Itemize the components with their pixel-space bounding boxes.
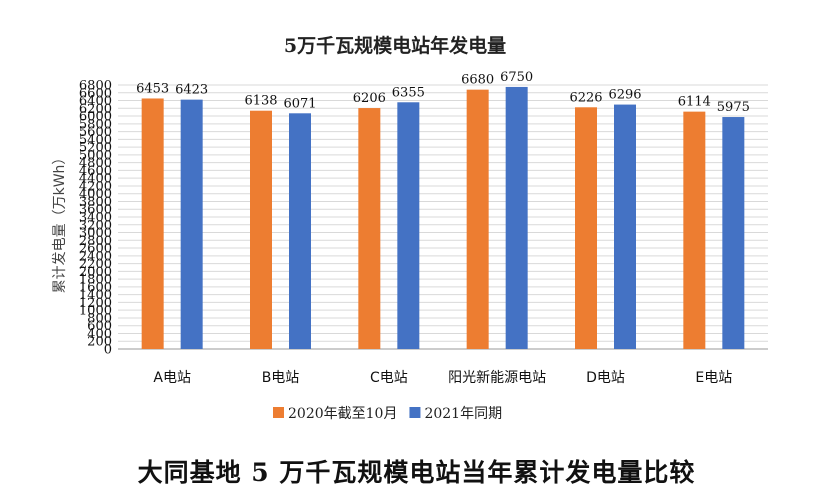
gridlines (118, 84, 768, 350)
y-tick-label: 6200 (79, 102, 112, 117)
bar (358, 108, 381, 349)
y-tick-label: 600 (87, 319, 112, 334)
y-tick-label: 6800 (79, 79, 112, 94)
x-tick-label: A电站 (153, 370, 191, 386)
bar (397, 102, 420, 349)
y-tick-label: 3200 (79, 218, 112, 233)
y-tick-label: 800 (87, 311, 112, 326)
y-tick-label: 1800 (79, 273, 112, 288)
y-tick-label: 2000 (79, 265, 112, 280)
y-tick-label: 2800 (79, 234, 112, 249)
bar (289, 113, 311, 349)
data-label: 6071 (283, 96, 316, 111)
bar (250, 110, 272, 350)
data-label: 6750 (500, 70, 533, 85)
bar (141, 98, 164, 349)
data-label: 6206 (353, 91, 386, 106)
y-tick-label: 5400 (79, 133, 112, 148)
y-tick-label: 4800 (79, 156, 112, 171)
x-tick-label: B电站 (262, 370, 300, 386)
legend-swatch (409, 407, 421, 418)
y-tick-label: 6600 (79, 86, 112, 101)
legend: 2020年截至10月 2021年同期 (273, 406, 502, 422)
bar (575, 107, 597, 350)
x-tick-label: E电站 (695, 370, 732, 386)
x-axis-ticks: A电站 B电站 C电站 阳光新能源电站 D电站 E电站 (153, 370, 732, 386)
bar (505, 86, 528, 350)
y-tick-label: 1400 (79, 288, 112, 303)
y-tick-label: 1000 (79, 304, 112, 319)
figure-caption: 大同基地 5 万千瓦规模电站当年累计发电量比较 (137, 458, 696, 487)
data-label: 6423 (175, 83, 208, 98)
bar (466, 89, 489, 350)
y-tick-label: 4200 (79, 179, 112, 194)
y-tick-label: 200 (87, 335, 112, 350)
data-label: 6680 (461, 73, 494, 88)
data-label: 6296 (608, 88, 641, 103)
y-tick-label: 2600 (79, 242, 112, 257)
y-tick-label: 6400 (79, 94, 112, 109)
y-tick-label: 1200 (79, 296, 112, 311)
data-label: 6138 (244, 94, 277, 109)
y-tick-label: 0 (104, 343, 112, 358)
x-tick-label: D电站 (586, 370, 625, 386)
y-tick-label: 5800 (79, 117, 112, 132)
bars: 6453 6423 6138 6071 6206 6355 6680 6750 6226 6296… (136, 70, 750, 350)
y-axis-title: 累计发电量（万kWh） (52, 151, 68, 294)
chart-title: 5万千瓦规模电站年发电量 (284, 34, 506, 57)
y-tick-label: 5000 (79, 148, 112, 163)
bar (614, 104, 636, 349)
legend-label: 2020年截至10月 (288, 406, 397, 422)
data-label: 6114 (678, 95, 711, 110)
bar (683, 111, 706, 350)
y-tick-label: 2400 (79, 249, 112, 264)
data-label: 6226 (569, 90, 602, 105)
y-tick-label: 3600 (79, 203, 112, 218)
y-tick-label: 6000 (79, 110, 112, 125)
y-tick-label: 3000 (79, 226, 112, 241)
y-tick-label: 4000 (79, 187, 112, 202)
y-tick-label: 5600 (79, 125, 112, 140)
y-tick-label: 3400 (79, 211, 112, 226)
legend-label: 2021年同期 (424, 406, 502, 422)
y-tick-label: 400 (87, 327, 112, 342)
y-tick-label: 3800 (79, 195, 112, 210)
legend-swatch (273, 407, 284, 418)
x-tick-label: C电站 (370, 370, 408, 386)
y-tick-label: 4400 (79, 172, 112, 187)
data-label: 6453 (136, 81, 169, 96)
bar (722, 117, 745, 349)
y-tick-label: 2200 (79, 257, 112, 272)
y-tick-label: 1600 (79, 280, 112, 295)
bar (180, 99, 203, 349)
y-tick-label: 5200 (79, 141, 112, 156)
data-label: 5975 (717, 100, 750, 115)
y-axis-ticks: 0200400600800100012001400160018002000220… (79, 79, 112, 358)
x-tick-label: 阳光新能源电站 (448, 370, 546, 386)
data-label: 6355 (392, 85, 425, 100)
y-tick-label: 4600 (79, 164, 112, 179)
bar-chart: 5万千瓦规模电站年发电量 累计发电量（万kWh） 020040060080010… (52, 34, 768, 422)
